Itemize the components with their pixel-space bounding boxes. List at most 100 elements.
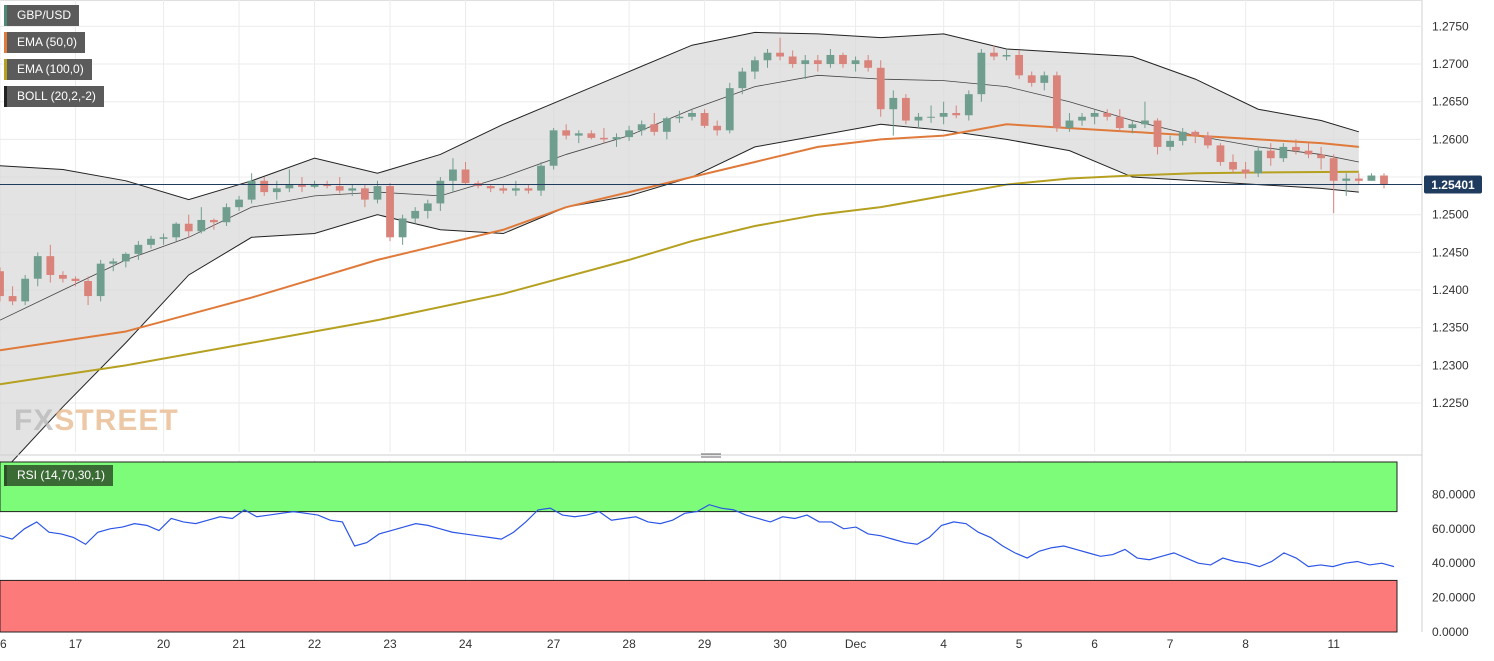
candle — [398, 214, 407, 245]
candle-body — [1103, 113, 1112, 117]
candle — [8, 286, 17, 306]
current-price-label: 1.25401 — [1431, 178, 1475, 192]
candle-body — [1153, 120, 1162, 147]
candle-body — [398, 218, 407, 238]
candle — [1367, 173, 1376, 181]
candle — [159, 233, 168, 245]
time-tick-label: 11 — [1327, 637, 1340, 651]
candle-body — [612, 137, 621, 140]
candle-body — [84, 280, 92, 297]
candle — [0, 267, 4, 302]
candle — [235, 195, 243, 211]
price-tick-label: 1.2650 — [1432, 95, 1469, 109]
candle — [461, 161, 470, 185]
candle — [33, 252, 42, 287]
candle — [600, 128, 608, 144]
boll-upper-line — [0, 31, 1359, 201]
time-tick-label: 6 — [1091, 637, 1098, 651]
panel-divider[interactable] — [0, 453, 1422, 458]
legend-ema100[interactable]: EMA (100,0) — [4, 59, 92, 80]
candle-body — [0, 271, 4, 297]
candle-body — [864, 60, 873, 68]
candle — [1304, 143, 1313, 159]
candle-body — [813, 60, 822, 65]
candle — [285, 169, 294, 193]
candle-body — [1015, 54, 1024, 76]
candle — [335, 177, 344, 194]
candle-body — [121, 253, 130, 262]
time-tick-label: 24 — [459, 637, 473, 651]
candle-body — [1128, 124, 1137, 129]
candle-body — [8, 296, 17, 302]
time-axis: 16 17 20 21 22 23 24 27 28 29 30 Dec 4 5 6 7 8 11 — [0, 637, 1340, 651]
candle — [1279, 143, 1288, 162]
candle-body — [1078, 116, 1086, 121]
candle — [524, 184, 533, 194]
time-tick-label: 30 — [773, 637, 787, 651]
candle — [1329, 154, 1338, 214]
candle — [449, 158, 457, 193]
watermark-street: STREET — [54, 404, 178, 437]
candle-body — [360, 188, 369, 200]
candle-body — [1266, 150, 1275, 159]
candle — [612, 133, 621, 147]
candle — [209, 218, 218, 230]
candle — [587, 130, 596, 140]
candle — [1178, 128, 1187, 146]
candle-body — [1229, 161, 1237, 170]
candle-body — [688, 113, 696, 117]
candle-body — [549, 130, 558, 166]
candle — [864, 54, 873, 72]
price-tick-label: 1.2350 — [1432, 321, 1469, 335]
candle — [1166, 135, 1175, 151]
candle — [1090, 109, 1099, 125]
candle — [59, 271, 67, 283]
rsi-oversold-zone — [0, 579, 1398, 633]
candle — [1027, 71, 1036, 87]
legend-boll[interactable]: BOLL (20,2,-2) — [4, 86, 104, 107]
price-tick-label: 1.2600 — [1432, 132, 1469, 146]
candle-body — [1342, 178, 1351, 181]
candle — [1380, 173, 1388, 189]
candle-body — [71, 278, 80, 281]
candle-body — [33, 256, 42, 279]
legend-rsi[interactable]: RSI (14,70,30,1) — [4, 465, 114, 486]
legend-pair[interactable]: GBP/USD — [4, 5, 80, 26]
candle — [511, 180, 520, 196]
candle-body — [927, 116, 935, 118]
legend-ema50[interactable]: EMA (50,0) — [4, 32, 86, 53]
candle-body — [298, 184, 306, 187]
candle-body — [310, 184, 319, 187]
candle-body — [172, 223, 181, 238]
time-tick-label: Dec — [845, 637, 866, 651]
candle-body — [587, 133, 596, 138]
candle — [1317, 146, 1325, 170]
candle — [1354, 173, 1363, 185]
candle-body — [738, 71, 747, 89]
candle — [876, 60, 885, 117]
candle-body — [524, 188, 533, 191]
candle — [260, 177, 269, 196]
candle — [889, 90, 898, 136]
candle — [562, 124, 571, 140]
candle — [1141, 101, 1149, 129]
candle-body — [411, 210, 420, 219]
candle-body — [964, 94, 973, 116]
svg-text:FXSTREET: FXSTREET — [14, 404, 179, 437]
candle-body — [788, 56, 797, 65]
candle-body — [990, 52, 998, 57]
candle-body — [537, 165, 545, 191]
candle — [751, 56, 759, 80]
candle-body — [662, 118, 671, 132]
candle-body — [600, 137, 608, 140]
candle-body — [1317, 154, 1325, 159]
candle-body — [235, 199, 243, 208]
time-tick-label: 7 — [1167, 637, 1174, 651]
price-tick-label: 1.2250 — [1432, 396, 1469, 410]
candle-body — [889, 97, 898, 110]
candle-body — [914, 116, 923, 121]
candle — [1115, 109, 1124, 132]
candle-body — [1178, 131, 1187, 141]
candle — [386, 183, 394, 242]
